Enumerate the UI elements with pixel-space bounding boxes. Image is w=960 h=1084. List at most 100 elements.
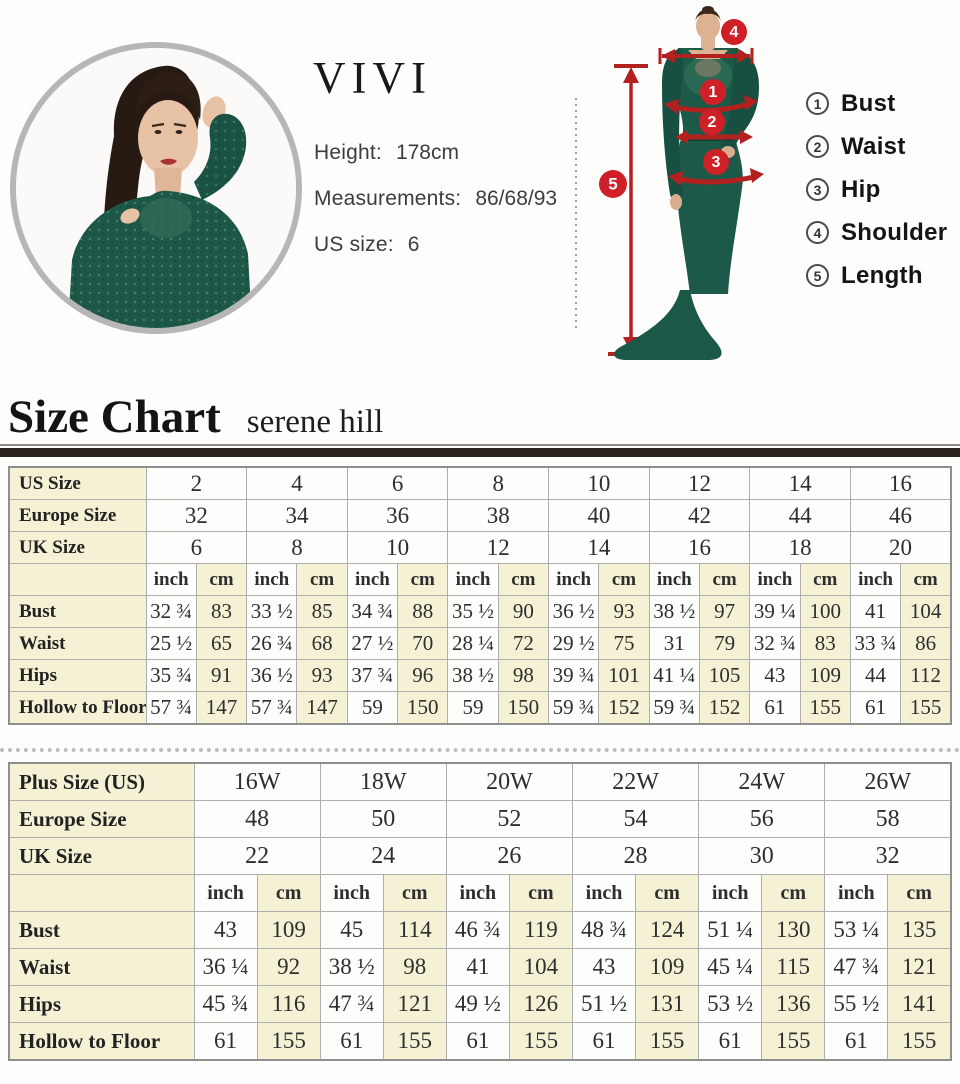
measurement-cell: 53 ½ [698, 985, 763, 1023]
measurement-cell: 97 [698, 595, 751, 628]
size-value-cell: 8 [246, 531, 348, 564]
size-value-cell: 16 [648, 531, 751, 564]
measurement-cell: 48 ¾ [571, 911, 637, 949]
measurement-cell: 45 ¾ [193, 985, 258, 1023]
legend-item-hip: 3 Hip [806, 168, 947, 211]
size-header-row: UK Size 22 24 26 28 30 32 [8, 837, 952, 875]
unit-cell: cm [698, 563, 751, 596]
measurement-cell: 61 [193, 1022, 258, 1061]
measurement-cell: 45 [319, 911, 384, 949]
table-divider-dotted-line [0, 748, 960, 752]
measurement-cell: 85 [296, 595, 348, 628]
size-header-row: US Size 2 4 6 8 10 12 14 16 [8, 466, 952, 500]
measurement-cell: 104 [900, 595, 952, 628]
measurement-cell: 41 ¼ [648, 659, 700, 692]
size-header-row: Plus Size (US) 16W 18W 20W 22W 24W 26W [8, 762, 952, 801]
measurement-cell: 70 [397, 627, 449, 660]
measurement-cell: 150 [397, 691, 449, 725]
unit-cell: inch [571, 874, 637, 912]
height-value: 178cm [395, 141, 459, 164]
measurement-cell: 36 ¼ [193, 948, 258, 986]
size-value-cell: 20W [445, 762, 573, 801]
measurement-cell: 90 [497, 595, 550, 628]
dress-measure-figure: 1 2 3 4 5 [575, 6, 764, 360]
measurement-cell: 59 ¾ [648, 691, 700, 725]
row-label-cell: Waist [8, 948, 195, 986]
measurement-cell: 61 [749, 691, 801, 725]
measurement-cell: 83 [195, 595, 248, 628]
measurement-row: Waist 36 ¼ 92 38 ½ 98 41 104 43 109 45 ¼ 115 47 ¾ 12… [8, 948, 952, 986]
measurement-cell: 41 [445, 948, 510, 986]
measurement-cell: 61 [698, 1022, 763, 1061]
svg-text:5: 5 [608, 174, 617, 193]
size-value-cell: 16W [193, 762, 321, 801]
measurement-cell: 150 [497, 691, 550, 725]
unit-cell: cm [195, 563, 248, 596]
unit-cell: cm [397, 563, 449, 596]
measurement-cell: 53 ¼ [824, 911, 889, 949]
measurement-cell: 115 [761, 948, 826, 986]
marker-bust: 1 [700, 79, 726, 105]
measurement-cell: 36 ½ [246, 659, 298, 692]
svg-text:4: 4 [730, 24, 739, 41]
measurements-label: Measurements: [314, 187, 462, 210]
measurement-cell: 29 ½ [547, 627, 600, 660]
unit-row: inch cm inch cm inch cm inch cm inch cm inch cm [8, 874, 952, 912]
measurement-cell: 155 [887, 1022, 952, 1061]
measurement-cell: 135 [887, 911, 952, 949]
row-label-cell: US Size [8, 466, 147, 500]
unit-cell: cm [497, 563, 550, 596]
measurement-cell: 61 [824, 1022, 889, 1061]
size-value-cell: 22 [193, 837, 321, 875]
plus-size-table-container: Plus Size (US) 16W 18W 20W 22W 24W 26W Europe S… [8, 762, 952, 1061]
row-label-cell [8, 563, 147, 596]
model-photo-illustration [16, 48, 296, 328]
size-value-cell: 14 [749, 466, 851, 500]
measurement-cell: 126 [508, 985, 573, 1023]
unit-cell: inch [849, 563, 902, 596]
size-chart-heading: Size Chart serene hill [8, 390, 383, 444]
measurement-legend: 1 Bust 2 Waist 3 Hip 4 Shoulder 5 Length [806, 82, 947, 297]
us-size-value: 6 [407, 233, 420, 256]
measurement-cell: 116 [256, 985, 321, 1023]
row-label-cell: UK Size [8, 531, 147, 564]
unit-cell: cm [887, 874, 952, 912]
measurement-cell: 36 ½ [547, 595, 600, 628]
measurement-cell: 130 [761, 911, 826, 949]
row-label-cell: Plus Size (US) [8, 762, 195, 801]
measurement-cell: 46 ¾ [445, 911, 510, 949]
measurement-cell: 37 ¾ [346, 659, 399, 692]
measurement-cell: 91 [195, 659, 248, 692]
measurement-cell: 41 [849, 595, 902, 628]
row-label-cell: Bust [8, 595, 147, 628]
size-value-cell: 48 [193, 800, 321, 838]
unit-cell: inch [749, 563, 801, 596]
measurement-cell: 88 [397, 595, 449, 628]
unit-cell: cm [382, 874, 447, 912]
length-arrow [608, 64, 648, 356]
measurement-cell: 55 ½ [824, 985, 889, 1023]
size-value-cell: 56 [698, 800, 826, 838]
shoulder-arrow [658, 48, 754, 64]
marker-length: 5 [599, 170, 627, 198]
size-value-cell: 26W [824, 762, 952, 801]
size-value-cell: 22W [571, 762, 700, 801]
measurement-cell: 105 [698, 659, 751, 692]
model-photo [10, 42, 302, 334]
measurement-cell: 93 [296, 659, 348, 692]
measurement-cell: 59 [346, 691, 399, 725]
unit-cell: inch [698, 874, 763, 912]
size-value-cell: 50 [319, 800, 447, 838]
size-value-cell: 58 [824, 800, 952, 838]
measurement-cell: 32 ¾ [145, 595, 197, 628]
measurement-row: Waist 25 ½ 65 26 ¾ 68 27 ½ 70 28 ¼ 72 29 ½ 75 31 79 3… [8, 627, 952, 660]
measurement-cell: 100 [799, 595, 851, 628]
size-chart-brand: serene hill [246, 404, 384, 440]
measurement-cell: 121 [382, 985, 447, 1023]
measurement-cell: 86 [900, 627, 952, 660]
row-label-cell: UK Size [8, 837, 195, 875]
size-value-cell: 46 [849, 499, 952, 532]
heading-rule-thin [0, 444, 960, 446]
measurement-cell: 43 [749, 659, 801, 692]
